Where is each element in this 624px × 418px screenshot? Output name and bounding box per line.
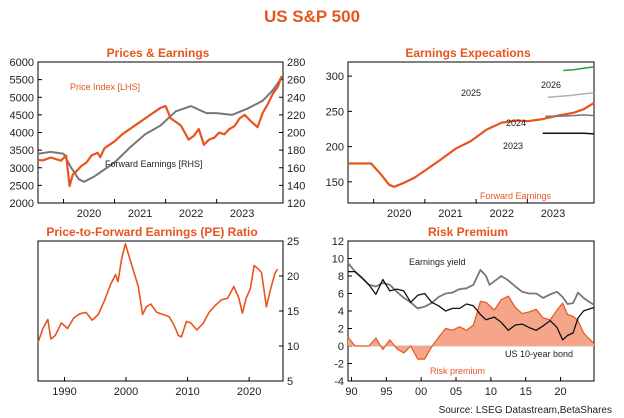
pe-ratio-line <box>37 243 279 343</box>
y-right-tick-label: 180 <box>287 145 305 157</box>
y-tick-label: 6 <box>338 289 344 301</box>
x-tick-label: 90 <box>345 386 357 398</box>
fy2025-line <box>547 92 595 99</box>
x-tick-label: 2010 <box>175 386 199 398</box>
x-tick-label: 05 <box>450 386 462 398</box>
label-earnings-yield: Earnings yield <box>409 257 466 267</box>
forward-earnings-line <box>348 101 595 188</box>
y-tick-label: 5 <box>287 376 293 388</box>
y-tick-label: 15 <box>287 306 299 318</box>
x-tick-label: 2020 <box>237 386 261 398</box>
y-right-tick-label: 160 <box>287 163 305 175</box>
panel-title-risk: Risk Premium <box>428 225 508 239</box>
x-tick-label: 1990 <box>52 386 76 398</box>
y-left-tick-label: 2000 <box>10 198 34 210</box>
y-right-tick-label: 120 <box>287 198 305 210</box>
y-tick-label: -2 <box>334 359 344 371</box>
y-right-tick-label: 220 <box>287 110 305 122</box>
y-right-tick-label: 240 <box>287 92 305 104</box>
label-2024: 2024 <box>506 118 526 128</box>
label-2025: 2025 <box>461 88 481 98</box>
y-right-tick-label: 200 <box>287 128 305 140</box>
pe-plot-area <box>37 240 284 382</box>
panel-title-prices: Prices & Earnings <box>107 46 210 60</box>
y-right-tick-label: 140 <box>287 180 305 192</box>
y-tick-label: 300 <box>326 71 344 83</box>
y-tick-label: -4 <box>334 376 344 388</box>
x-tick-label: 2022 <box>179 208 203 220</box>
y-tick-label: 10 <box>332 254 344 266</box>
forward-earnings-line <box>37 77 283 183</box>
y-tick-label: 20 <box>287 271 299 283</box>
label-price-index: Price Index [LHS] <box>70 82 140 92</box>
fy2026-line <box>563 66 595 72</box>
x-tick-label: 10 <box>485 386 497 398</box>
y-left-tick-label: 6000 <box>10 57 34 69</box>
risk-premium-line <box>347 295 595 360</box>
x-tick-label: 15 <box>520 386 532 398</box>
x-tick-label: 00 <box>415 386 427 398</box>
y-left-tick-label: 5500 <box>10 75 34 87</box>
label-forward-earnings: Forward Earnings <box>480 191 552 201</box>
x-tick-label: 2022 <box>490 208 514 220</box>
y-tick-label: 150 <box>326 177 344 189</box>
y-left-tick-label: 3000 <box>10 163 34 175</box>
source-note: Source: LSEG Datastream,BetaShares <box>439 405 612 416</box>
y-left-tick-label: 4500 <box>10 110 34 122</box>
main-title: US S&P 500 <box>264 7 360 26</box>
panel-title-pe: Price-to-Forward Earnings (PE) Ratio <box>46 225 257 239</box>
y-left-tick-label: 2500 <box>10 180 34 192</box>
y-tick-label: 2 <box>338 324 344 336</box>
y-tick-label: 12 <box>332 236 344 248</box>
fy2024-line <box>545 114 595 118</box>
y-left-tick-label: 3500 <box>10 145 34 157</box>
y-left-tick-label: 5000 <box>10 92 34 104</box>
x-tick-label: 20 <box>554 386 566 398</box>
x-tick-label: 2023 <box>230 208 254 220</box>
y-tick-label: 0 <box>338 341 344 353</box>
y-tick-label: 8 <box>338 271 344 283</box>
earnings-yield-line <box>347 262 595 310</box>
y-tick-label: 4 <box>338 306 344 318</box>
us-10-year-bond-line <box>348 270 595 341</box>
x-tick-label: 2021 <box>438 208 462 220</box>
expectations-plot-area <box>347 61 595 204</box>
x-tick-label: 2023 <box>541 208 565 220</box>
price-index-line <box>37 75 283 188</box>
x-tick-label: 2020 <box>387 208 411 220</box>
fy2023-line <box>542 132 595 135</box>
x-tick-label: 2000 <box>114 386 138 398</box>
y-right-tick-label: 260 <box>287 75 305 87</box>
x-tick-label: 2021 <box>128 208 152 220</box>
panel-title-expectations: Earnings Expecations <box>405 46 531 60</box>
y-tick-label: 250 <box>326 106 344 118</box>
label-risk-premium: Risk premium <box>430 366 485 376</box>
y-tick-label: 25 <box>287 236 299 248</box>
label-2026: 2026 <box>541 80 561 90</box>
x-tick-label: 2020 <box>77 208 101 220</box>
label-2023: 2023 <box>503 141 523 151</box>
y-tick-label: 200 <box>326 142 344 154</box>
y-tick-label: 10 <box>287 341 299 353</box>
y-left-tick-label: 4000 <box>10 128 34 140</box>
label-forward-earnings-rhs: Forward Earnings [RHS] <box>105 159 203 169</box>
label-us-10-year-bond: US 10-year bond <box>505 349 573 359</box>
y-right-tick-label: 280 <box>287 57 305 69</box>
x-tick-label: 95 <box>380 386 392 398</box>
